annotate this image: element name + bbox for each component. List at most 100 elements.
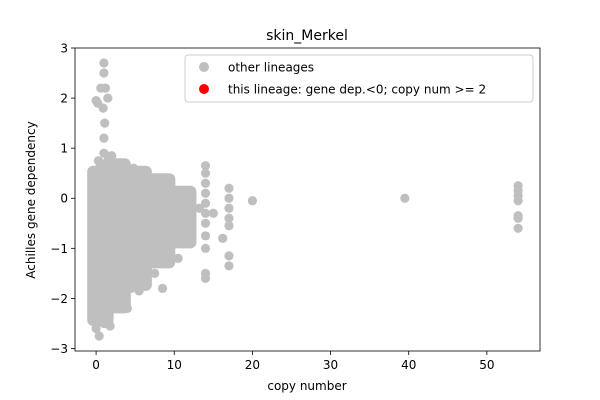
other-lineages-point bbox=[95, 158, 105, 168]
other-lineages-point bbox=[118, 218, 129, 228]
other-lineages-point bbox=[134, 178, 144, 188]
other-lineages-point bbox=[200, 231, 211, 241]
other-lineages-point bbox=[96, 268, 106, 278]
legend: other lineages this lineage: gene dep.<0… bbox=[184, 54, 534, 103]
other-lineages-point bbox=[98, 103, 108, 113]
y-tick-label: −1 bbox=[50, 242, 68, 256]
other-lineages-point bbox=[208, 208, 218, 218]
other-lineages-point bbox=[129, 163, 139, 173]
other-lineages-point bbox=[200, 208, 211, 218]
other-lineages-point bbox=[224, 221, 234, 231]
other-lineages-point bbox=[513, 213, 523, 223]
other-lineages-point bbox=[126, 233, 136, 243]
x-axis-label: copy number bbox=[267, 379, 346, 393]
y-tick-label: 2 bbox=[60, 92, 68, 106]
other-lineages-point bbox=[224, 213, 234, 223]
other-lineages-point bbox=[161, 188, 172, 198]
other-lineages-point bbox=[99, 148, 109, 158]
other-lineages-point bbox=[136, 168, 147, 178]
other-lineages-point bbox=[218, 233, 228, 243]
other-lineages-point bbox=[114, 288, 125, 299]
data-points bbox=[89, 58, 523, 341]
legend-marker-other-lineages bbox=[199, 62, 209, 72]
other-lineages-point bbox=[111, 203, 121, 213]
x-tick-label: 30 bbox=[323, 358, 338, 372]
y-axis-ticks: −3 −2 −1 0 1 2 3 bbox=[50, 42, 75, 356]
other-lineages-point bbox=[200, 273, 211, 283]
y-tick-label: 0 bbox=[60, 192, 68, 206]
other-lineages-point bbox=[103, 273, 113, 283]
other-lineages-point bbox=[194, 203, 204, 213]
other-lineages-point bbox=[224, 193, 234, 203]
other-lineages-point bbox=[224, 251, 234, 261]
other-lineages-point bbox=[513, 196, 523, 206]
other-lineages-point bbox=[93, 253, 104, 263]
other-lineages-point bbox=[93, 208, 103, 218]
x-tick-label: 0 bbox=[92, 358, 100, 372]
other-lineages-point bbox=[99, 68, 109, 78]
other-lineages-point bbox=[122, 303, 132, 314]
other-lineages-point bbox=[97, 166, 107, 176]
other-lineages-point bbox=[154, 193, 164, 203]
other-lineages-point bbox=[107, 303, 117, 314]
other-lineages-point bbox=[177, 213, 187, 223]
legend-label-other-lineages: other lineages bbox=[228, 61, 314, 75]
other-lineages-point bbox=[105, 321, 115, 331]
other-lineages-point bbox=[179, 193, 189, 203]
y-axis-label: Achilles gene dependency bbox=[24, 121, 38, 278]
legend-label-this-lineage: this lineage: gene dep.<0; copy num >= 2 bbox=[228, 83, 486, 97]
y-tick-label: 3 bbox=[60, 42, 68, 56]
other-lineages-point bbox=[89, 183, 100, 193]
other-lineages-point bbox=[107, 178, 117, 188]
x-tick-label: 50 bbox=[479, 358, 494, 372]
other-lineages-point bbox=[200, 178, 211, 188]
other-lineages-point bbox=[157, 208, 168, 218]
x-axis-ticks: 0 10 20 30 40 50 bbox=[92, 351, 494, 372]
other-lineages-point bbox=[185, 228, 195, 238]
other-lineages-point bbox=[100, 83, 111, 93]
other-lineages-point bbox=[247, 196, 258, 206]
other-lineages-point bbox=[165, 223, 175, 233]
other-lineages-point bbox=[91, 173, 101, 183]
other-lineages-point bbox=[173, 253, 183, 263]
x-tick-label: 40 bbox=[401, 358, 416, 372]
axes-frame bbox=[74, 47, 541, 352]
other-lineages-point bbox=[138, 268, 148, 278]
other-lineages-point bbox=[169, 203, 179, 213]
other-lineages-point bbox=[200, 188, 211, 198]
y-tick-label: 1 bbox=[60, 142, 68, 156]
other-lineages-point bbox=[200, 218, 211, 228]
other-lineages-point bbox=[200, 161, 211, 171]
other-lineages-point bbox=[150, 268, 160, 278]
other-lineages-point bbox=[138, 213, 148, 223]
other-lineages-point bbox=[118, 273, 129, 283]
other-lineages-point bbox=[121, 171, 131, 181]
other-lineages-point bbox=[114, 161, 125, 171]
other-lineages-point bbox=[99, 288, 109, 299]
other-lineages-point bbox=[147, 176, 157, 186]
other-lineages-point bbox=[126, 283, 136, 293]
other-lineages-point bbox=[114, 188, 125, 198]
other-lineages-point bbox=[224, 261, 234, 271]
other-lineages-point bbox=[99, 58, 109, 68]
other-lineages-point bbox=[157, 283, 168, 293]
y-tick-label: −2 bbox=[50, 292, 68, 306]
other-lineages-point bbox=[134, 286, 144, 296]
other-lineages-point bbox=[94, 298, 104, 309]
other-lineages-point bbox=[100, 118, 110, 128]
other-lineages-point bbox=[91, 323, 101, 334]
x-tick-label: 10 bbox=[167, 358, 182, 372]
other-lineages-point bbox=[99, 133, 109, 143]
other-lineages-point bbox=[94, 331, 104, 341]
other-lineages-point bbox=[224, 183, 234, 193]
other-lineages-point bbox=[150, 218, 160, 228]
y-tick-label: −3 bbox=[50, 342, 68, 356]
other-lineages-point bbox=[400, 193, 410, 203]
other-lineages-point bbox=[122, 183, 132, 193]
other-lineages-point bbox=[92, 238, 102, 248]
other-lineages-point bbox=[103, 93, 113, 103]
other-lineages-point bbox=[107, 151, 117, 161]
other-lineages-point bbox=[200, 168, 211, 178]
other-lineages-point bbox=[513, 223, 523, 233]
